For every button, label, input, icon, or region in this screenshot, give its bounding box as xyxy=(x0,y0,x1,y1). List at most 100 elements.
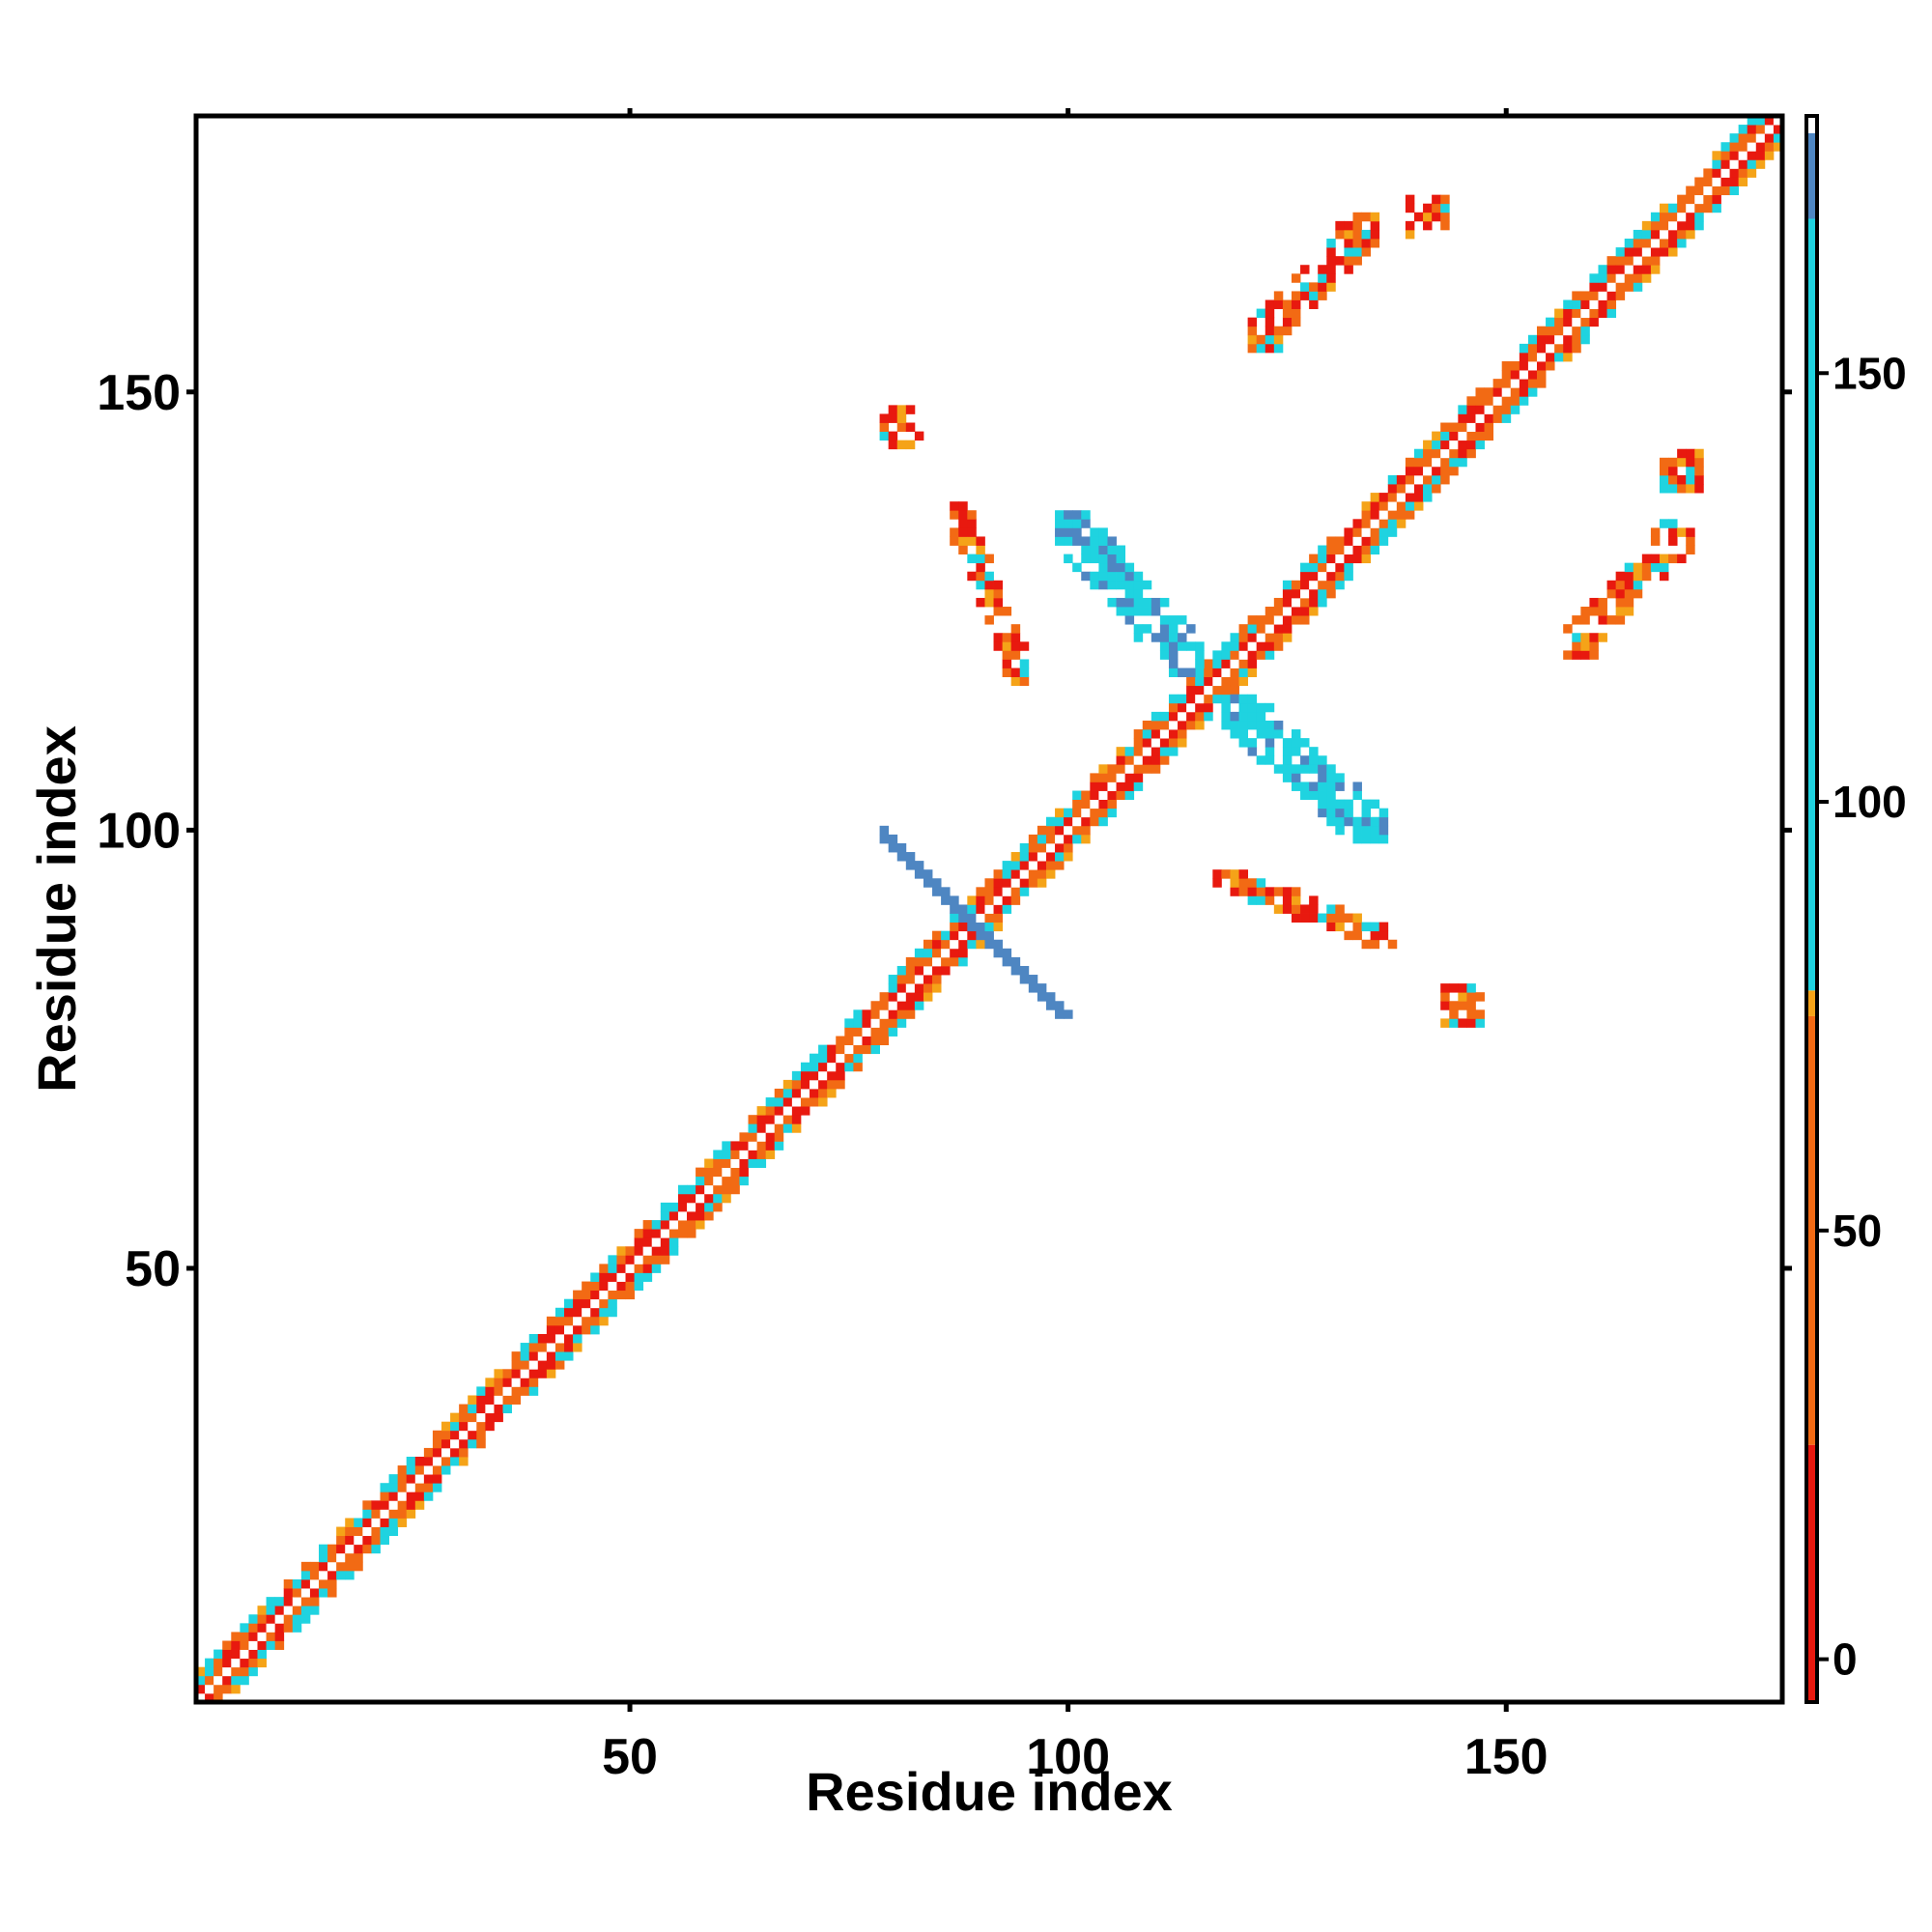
heatmap-cell xyxy=(967,519,977,528)
heatmap-cell xyxy=(1703,177,1713,186)
heatmap-cell xyxy=(1677,527,1687,537)
heatmap-cell xyxy=(1186,676,1196,687)
heatmap-cell xyxy=(599,1290,609,1300)
heatmap-cell xyxy=(739,1176,749,1186)
heatmap-cell xyxy=(870,1044,880,1055)
heatmap-cell xyxy=(853,1053,863,1064)
heatmap-cell xyxy=(853,1036,863,1046)
colorbar-tick-label: 50 xyxy=(1833,1206,1882,1256)
heatmap-cell xyxy=(1195,711,1205,722)
heatmap-cell xyxy=(1624,256,1634,266)
heatmap-cell xyxy=(1484,396,1494,406)
heatmap-cell xyxy=(1221,650,1231,660)
heatmap-cell xyxy=(1352,913,1362,923)
heatmap-cell xyxy=(1449,1018,1459,1028)
heatmap-cell xyxy=(1064,527,1073,537)
heatmap-cell xyxy=(485,1386,495,1396)
heatmap-cell xyxy=(1720,159,1730,169)
heatmap-cell xyxy=(205,1658,214,1668)
heatmap-cell xyxy=(336,1544,346,1554)
heatmap-cell xyxy=(582,1307,591,1318)
heatmap-cell xyxy=(1159,633,1170,642)
heatmap-cell xyxy=(1159,711,1170,722)
heatmap-cell xyxy=(1387,510,1398,520)
heatmap-cell xyxy=(976,922,985,932)
heatmap-cell xyxy=(1142,764,1152,774)
heatmap-cell xyxy=(1361,536,1372,546)
heatmap-cell xyxy=(1326,256,1336,266)
heatmap-cell xyxy=(1413,466,1424,476)
heatmap-cell xyxy=(345,1535,355,1546)
heatmap-cell xyxy=(1659,239,1669,248)
heatmap-cell xyxy=(1133,580,1144,590)
heatmap-cell xyxy=(1124,615,1135,625)
heatmap-cell xyxy=(1712,177,1721,186)
heatmap-cell xyxy=(1133,773,1144,782)
heatmap-cell xyxy=(800,1097,810,1107)
heatmap-cell xyxy=(231,1666,241,1677)
heatmap-cell xyxy=(1318,781,1327,791)
heatmap-cell xyxy=(1641,265,1652,274)
heatmap-cell xyxy=(459,1430,469,1440)
heatmap-cell xyxy=(1010,965,1021,976)
heatmap-cell xyxy=(1318,554,1327,564)
heatmap-cell xyxy=(213,1692,223,1703)
heatmap-cell xyxy=(1475,1018,1485,1028)
heatmap-cell xyxy=(257,1640,267,1650)
heatmap-cell xyxy=(870,1018,880,1028)
heatmap-cell xyxy=(414,1474,425,1484)
heatmap-cell xyxy=(406,1465,416,1475)
heatmap-cell xyxy=(327,1570,337,1580)
heatmap-cell xyxy=(1212,685,1222,696)
heatmap-cell xyxy=(1370,939,1380,950)
heatmap-cell xyxy=(958,510,968,520)
heatmap-cell xyxy=(1527,352,1538,362)
heatmap-cell xyxy=(1352,519,1362,528)
heatmap-cell xyxy=(1064,1009,1073,1019)
heatmap-cell xyxy=(441,1430,451,1440)
heatmap-cell xyxy=(485,1378,495,1387)
heatmap-cell xyxy=(1055,861,1065,870)
heatmap-cell xyxy=(1589,308,1599,319)
heatmap-cell xyxy=(1212,676,1222,687)
heatmap-cell xyxy=(573,1307,582,1318)
heatmap-cell xyxy=(1440,431,1450,441)
heatmap-cell xyxy=(546,1369,556,1378)
heatmap-cell xyxy=(1536,334,1547,345)
heatmap-cell xyxy=(1309,904,1319,914)
heatmap-cell xyxy=(248,1614,258,1624)
heatmap-cell xyxy=(1668,554,1678,564)
heatmap-cell xyxy=(1264,615,1275,625)
heatmap-cell xyxy=(1606,265,1617,274)
heatmap-cell xyxy=(687,1220,696,1230)
heatmap-cell xyxy=(1090,773,1099,782)
heatmap-cell xyxy=(1572,343,1581,354)
heatmap-cell xyxy=(1037,861,1047,870)
heatmap-cell xyxy=(1045,834,1056,844)
heatmap-cell xyxy=(1738,133,1748,143)
heatmap-cell xyxy=(573,1343,582,1352)
heatmap-cell xyxy=(450,1412,460,1423)
heatmap-cell xyxy=(1352,790,1362,800)
heatmap-cell xyxy=(1405,501,1415,511)
heatmap-cell xyxy=(1387,501,1398,511)
heatmap-cell xyxy=(292,1614,302,1624)
heatmap-cell xyxy=(213,1675,223,1686)
heatmap-cell xyxy=(528,1333,539,1344)
heatmap-cell xyxy=(1335,904,1345,914)
heatmap-cell xyxy=(1466,1018,1476,1028)
heatmap-cell xyxy=(1282,597,1293,608)
heatmap-cell xyxy=(380,1483,389,1492)
heatmap-cell xyxy=(625,1290,635,1300)
heatmap-cell xyxy=(1536,326,1547,336)
heatmap-cell xyxy=(1361,527,1372,537)
heatmap-cell xyxy=(1344,808,1353,818)
heatmap-cell xyxy=(1659,562,1669,573)
heatmap-cell xyxy=(1633,580,1643,590)
heatmap-cell xyxy=(1352,527,1362,537)
heatmap-cell xyxy=(1370,922,1380,932)
heatmap-cell xyxy=(1282,607,1293,616)
heatmap-cell xyxy=(1484,413,1494,423)
